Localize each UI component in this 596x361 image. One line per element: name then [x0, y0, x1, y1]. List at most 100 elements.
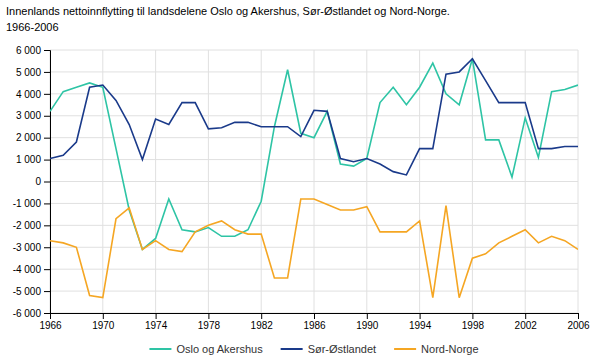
legend-item: Nord-Norge [394, 343, 478, 355]
tick-mark [44, 138, 50, 139]
tick-mark [261, 313, 262, 319]
tick: 1974 [145, 313, 168, 331]
grid-line [261, 50, 262, 313]
tick-mark [525, 313, 526, 319]
legend-swatch [149, 348, 171, 350]
tick: 1990 [356, 313, 379, 331]
legend: Oslo og Akershus Sør-Østlandet Nord-Norge [149, 343, 478, 355]
series-line [50, 199, 578, 298]
tick-mark [156, 313, 157, 319]
tick-mark [44, 94, 50, 95]
tick-mark [472, 313, 473, 319]
tick-mark [578, 313, 579, 319]
tick-mark [44, 247, 50, 248]
grid [50, 50, 578, 313]
y-axis: -6 000 -5 000 -4 000 -3 000 -2 000 -1 000 0 1 0… [13, 45, 51, 319]
subtitle: 1966-2006 [6, 21, 59, 33]
series-line [50, 59, 578, 250]
legend-item: Sør-Østlandet [281, 343, 376, 355]
tick-label: -3 000 [13, 242, 42, 253]
tick-label: 2 000 [16, 132, 41, 143]
tick: 1994 [409, 313, 432, 331]
x-axis: 1966 1970 1974 1978 1982 1986 1990 1994 1998 2002… [39, 313, 590, 331]
tick-label: 1978 [198, 320, 221, 331]
tick-label: 5 000 [16, 67, 41, 78]
tick: -6 000 [13, 308, 50, 319]
tick-label: -4 000 [13, 264, 42, 275]
tick-label: 0 [35, 176, 41, 187]
tick-mark [367, 313, 368, 319]
tick-label: 1970 [92, 320, 115, 331]
tick: -4 000 [13, 264, 50, 275]
tick-label: 1994 [409, 320, 432, 331]
tick: 1970 [92, 313, 115, 331]
tick-label: -1 000 [13, 198, 42, 209]
tick-mark [44, 225, 50, 226]
legend-item: Oslo og Akershus [149, 343, 263, 355]
tick-mark [44, 116, 50, 117]
tick-label: 3 000 [16, 110, 41, 121]
tick-mark [44, 269, 50, 270]
tick: 5 000 [16, 67, 50, 78]
tick-mark [44, 291, 50, 292]
tick-mark [420, 313, 421, 319]
tick-mark [44, 182, 50, 183]
tick-mark [44, 313, 50, 314]
series-line [50, 59, 578, 175]
axis-line [44, 51, 51, 314]
tick-label: 1966 [39, 320, 62, 331]
grid-line [155, 50, 156, 313]
legend-label: Nord-Norge [421, 343, 478, 355]
legend-label: Sør-Østlandet [308, 343, 376, 355]
tick-mark [314, 313, 315, 319]
grid-line [578, 50, 579, 313]
tick: 2002 [515, 313, 538, 331]
tick-label: 6 000 [16, 45, 41, 56]
tick-label: 1986 [303, 320, 326, 331]
tick: -2 000 [13, 220, 50, 231]
tick: 2006 [567, 313, 590, 331]
legend-label: Oslo og Akershus [176, 343, 263, 355]
tick-label: 1982 [251, 320, 274, 331]
title: Innenlands nettoinnflytting til landsdel… [6, 5, 450, 17]
lines [50, 59, 578, 298]
tick: -5 000 [13, 286, 50, 297]
legend-swatch [394, 348, 416, 350]
tick-label: -5 000 [13, 286, 42, 297]
tick-label: 1998 [462, 320, 485, 331]
tick: 0 [35, 176, 50, 187]
tick: 4 000 [16, 89, 50, 100]
tick: 1978 [198, 313, 221, 331]
tick-label: 4 000 [16, 89, 41, 100]
grid-line [208, 50, 209, 313]
tick: -3 000 [13, 242, 50, 253]
tick-mark [208, 313, 209, 319]
grid-line [314, 50, 315, 313]
tick-label: 1990 [356, 320, 379, 331]
tick-label: 2006 [567, 320, 590, 331]
tick: 1986 [303, 313, 326, 331]
legend-swatch [281, 348, 303, 350]
tick-label: 1974 [145, 320, 168, 331]
tick-label: -2 000 [13, 220, 42, 231]
grid-line [525, 50, 526, 313]
tick-mark [44, 72, 50, 73]
tick-label: 1 000 [16, 154, 41, 165]
tick: -1 000 [13, 198, 50, 209]
tick-mark [44, 50, 50, 51]
tick: 3 000 [16, 110, 50, 121]
tick: 6 000 [16, 45, 50, 56]
tick-label: 2002 [515, 320, 538, 331]
tick-mark [103, 313, 104, 319]
tick-mark [44, 160, 50, 161]
tick: 1966 [39, 313, 62, 331]
tick: 2 000 [16, 132, 50, 143]
axis-line [51, 314, 579, 320]
tick: 1998 [462, 313, 485, 331]
tick-mark [44, 203, 50, 204]
grid-line [419, 50, 420, 313]
grid-line [472, 50, 473, 313]
tick: 1982 [251, 313, 274, 331]
tick: 1 000 [16, 154, 50, 165]
tick-label: -6 000 [13, 308, 42, 319]
